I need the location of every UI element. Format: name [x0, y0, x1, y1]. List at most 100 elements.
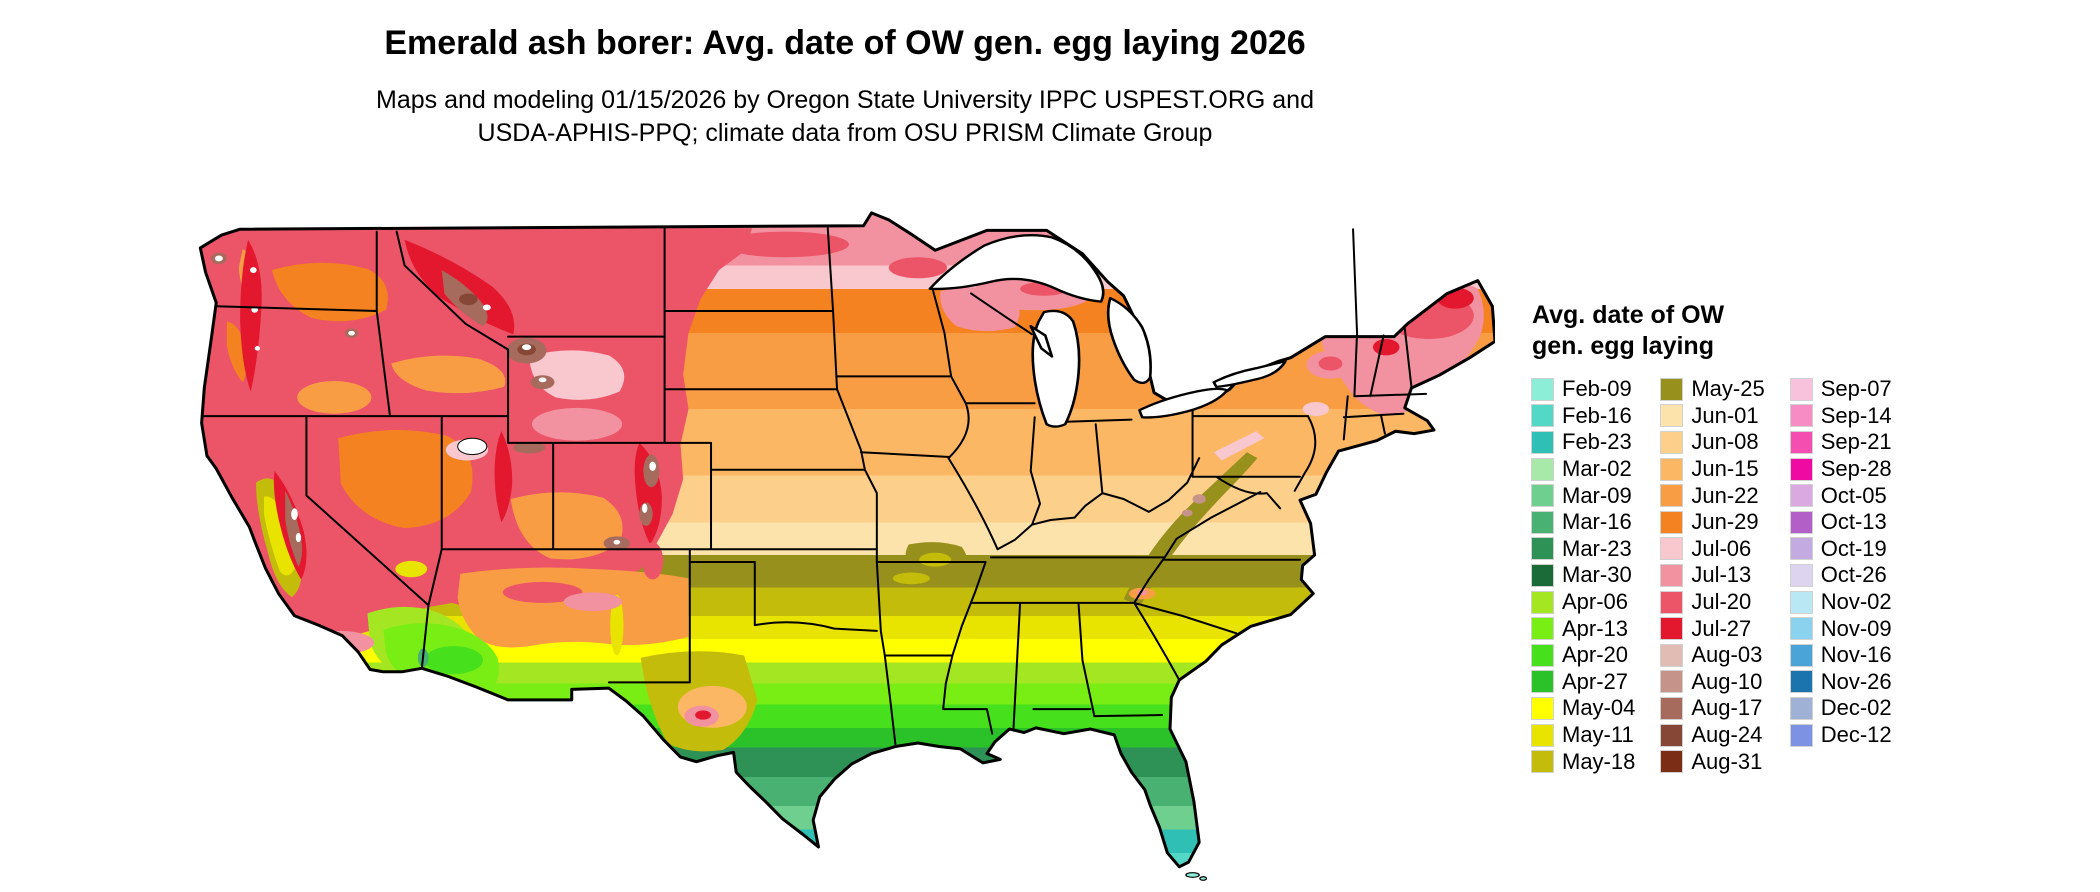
legend-item: Oct-26 [1789, 562, 1892, 589]
legend-swatch [1531, 670, 1554, 694]
legend-item-label: Oct-13 [1820, 509, 1887, 535]
green-bay [1029, 324, 1054, 358]
legend-item: Jun-29 [1660, 509, 1764, 536]
us-map [195, 158, 1495, 881]
legend-item: Apr-20 [1531, 642, 1635, 669]
legend-item-label: Sep-21 [1820, 429, 1892, 455]
legend-item: Sep-14 [1789, 403, 1892, 430]
legend-item: Jun-01 [1660, 402, 1764, 430]
legend-item: May-04 [1531, 695, 1636, 722]
legend-column: Sep-07 Sep-14 Sep-21 Sep-28 Oct-05 Oct-13 Oct-… [1789, 376, 1892, 748]
legend-item-label: Jul-27 [1691, 615, 1752, 641]
legend-swatch [1531, 537, 1554, 561]
legend-swatch [1660, 377, 1684, 401]
legend-item-label: Jun-08 [1691, 429, 1759, 455]
map-title: Emerald ash borer: Avg. date of OW gen. … [384, 24, 1306, 62]
legend-swatch [1660, 590, 1684, 614]
lake-huron [1106, 296, 1152, 384]
legend-item: Aug-31 [1660, 748, 1764, 775]
legend-item: Jul-27 [1660, 615, 1764, 642]
legend-column: May-25 Jun-01 Jun-08 Jun-15 Jun-22 Jun-29 Jul-… [1660, 376, 1765, 775]
legend-swatch [1789, 670, 1813, 694]
legend-item-label: Apr-20 [1562, 642, 1629, 668]
legend-item: Jun-15 [1660, 456, 1764, 483]
legend-swatch [1660, 643, 1684, 667]
legend-item-label: Nov-09 [1820, 615, 1892, 641]
legend-item: Feb-23 [1531, 429, 1635, 456]
legend-item-label: May-11 [1562, 722, 1634, 748]
legend-item-label: Aug-10 [1691, 668, 1763, 694]
legend-item-label: Apr-06 [1562, 589, 1629, 615]
legend-swatch [1660, 696, 1684, 720]
legend-swatch [1789, 643, 1813, 667]
snow-specks [214, 255, 656, 545]
legend-item-label: Mar-02 [1562, 456, 1632, 482]
legend-item: Jul-06 [1660, 536, 1764, 563]
legend-item-label: Jul-20 [1691, 589, 1752, 615]
legend-item: Oct-05 [1789, 482, 1892, 509]
legend-item: Jun-22 [1660, 482, 1764, 509]
legend-swatch [1531, 750, 1554, 774]
legend-item: Aug-24 [1660, 722, 1764, 749]
legend-item: Feb-16 [1531, 402, 1635, 430]
legend-item: Aug-17 [1660, 695, 1764, 722]
legend-item-label: Nov-16 [1820, 642, 1892, 668]
legend-item: Sep-07 [1789, 376, 1892, 403]
map-attribution: Maps and modeling 01/15/2026 by Oregon S… [0, 84, 1690, 150]
legend-swatch [1531, 590, 1554, 614]
legend-swatch [1789, 377, 1813, 401]
legend-swatch [1531, 377, 1554, 401]
lake-erie [1138, 387, 1229, 419]
legend-item: Oct-19 [1789, 536, 1892, 563]
legend-item-label: Oct-05 [1820, 482, 1887, 508]
legend-swatch [1531, 484, 1554, 508]
legend-swatch [1789, 510, 1813, 534]
legend: Avg. date of OW gen. egg laying Feb-09 Fe… [1531, 300, 1892, 775]
legend-item-label: Mar-09 [1562, 482, 1632, 508]
legend-item-label: Feb-09 [1562, 376, 1632, 402]
great-salt-lake [458, 438, 487, 454]
legend-swatch [1789, 430, 1813, 454]
legend-item-label: May-04 [1562, 695, 1636, 721]
legend-item-label: Apr-13 [1562, 615, 1629, 641]
legend-item-label: May-18 [1562, 748, 1636, 774]
legend-swatch [1789, 617, 1813, 641]
legend-item-label: Mar-30 [1562, 562, 1632, 588]
legend-item-label: Mar-16 [1562, 509, 1632, 535]
legend-item: Mar-09 [1531, 482, 1635, 509]
legend-item-label: Jun-29 [1691, 509, 1759, 535]
legend-item: Nov-16 [1789, 642, 1892, 669]
legend-swatch [1789, 537, 1813, 561]
legend-swatch [1531, 643, 1554, 667]
legend-swatch [1531, 404, 1554, 428]
legend-item: Mar-16 [1531, 509, 1635, 536]
legend-item-label: Nov-02 [1820, 589, 1892, 615]
legend-item: Nov-09 [1789, 615, 1892, 642]
legend-swatch [1789, 404, 1813, 428]
legend-item-label: Sep-28 [1820, 456, 1892, 482]
legend-swatch [1660, 563, 1684, 587]
legend-item-label: Feb-16 [1562, 402, 1632, 428]
legend-swatch [1660, 617, 1684, 641]
great-lakes [928, 234, 1287, 428]
lake-ontario [1212, 360, 1287, 389]
map-raster [200, 212, 1495, 867]
country-outline [200, 213, 1495, 867]
legend-swatch [1531, 723, 1554, 747]
legend-item-label: Jun-01 [1691, 402, 1759, 428]
legend-column: Feb-09 Feb-16 Feb-23 Mar-02 Mar-09 Mar-16 Mar-… [1531, 376, 1636, 775]
legend-swatch [1660, 537, 1684, 561]
legend-item: Dec-02 [1789, 695, 1892, 722]
legend-swatch [1531, 457, 1554, 481]
state-borders [204, 228, 1426, 744]
legend-item: Jul-13 [1660, 562, 1764, 589]
legend-item: May-25 [1660, 376, 1765, 403]
legend-item: Mar-23 [1531, 536, 1635, 563]
legend-item: Aug-10 [1660, 668, 1764, 696]
florida-keys [1185, 872, 1208, 881]
legend-swatch [1789, 484, 1813, 508]
legend-item: Feb-09 [1531, 376, 1635, 403]
legend-item: Apr-27 [1531, 669, 1635, 696]
legend-swatch [1789, 696, 1813, 720]
legend-swatch [1660, 430, 1684, 454]
